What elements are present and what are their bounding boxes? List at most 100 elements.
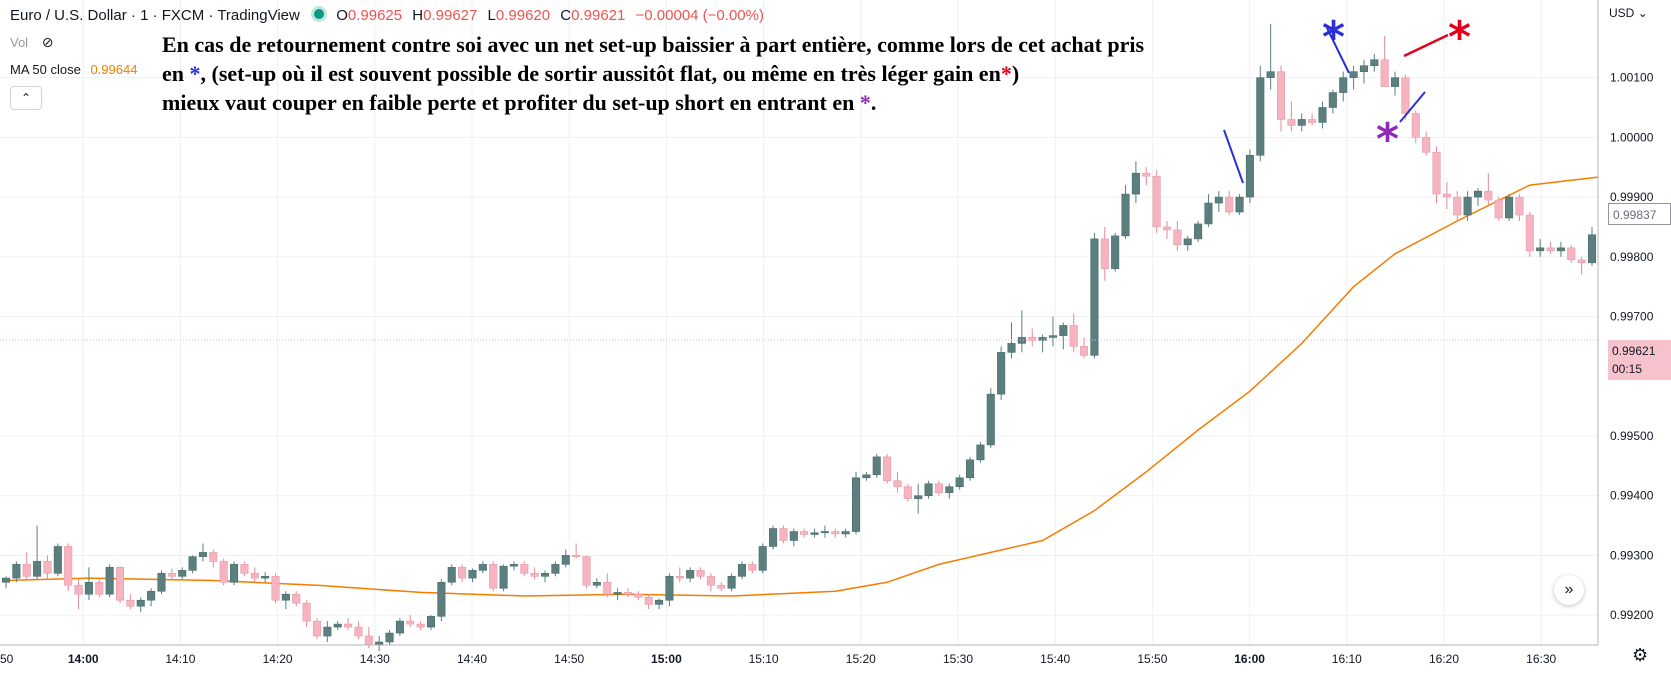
candle-body	[810, 532, 819, 535]
close-label: C	[560, 7, 572, 24]
volume-label: Vol	[10, 35, 29, 50]
candle	[95, 579, 104, 598]
candle	[1276, 65, 1286, 132]
exchange: FXCM	[161, 7, 205, 24]
candle-body	[1048, 335, 1057, 338]
candle-body	[1142, 172, 1151, 177]
candle	[385, 630, 394, 645]
countdown: 00:15	[1612, 362, 1643, 376]
x-tick-label: 50	[0, 652, 14, 666]
candle	[541, 570, 550, 583]
candle-body	[686, 570, 695, 579]
candle-body	[406, 620, 415, 625]
candle-body	[1131, 172, 1140, 195]
candle	[997, 346, 1006, 401]
user-drawings: * * *	[1223, 12, 1471, 184]
candle	[955, 474, 964, 490]
candle	[1162, 220, 1172, 239]
candle-body	[281, 593, 290, 601]
candle-body	[561, 555, 570, 565]
candle	[43, 555, 52, 580]
eye-hidden-icon[interactable]: ⊘	[41, 34, 54, 50]
chart-settings-button[interactable]: ⚙	[1632, 645, 1648, 666]
candle	[406, 615, 415, 628]
candle	[976, 441, 985, 463]
candle-body	[22, 564, 31, 577]
candle	[1349, 65, 1358, 90]
candle	[1515, 194, 1524, 221]
candle	[1318, 101, 1327, 129]
currency-selector[interactable]: USD ⌄	[1609, 6, 1648, 20]
candle-body	[1401, 77, 1410, 114]
grid	[0, 0, 1598, 645]
candle-body	[831, 531, 840, 535]
candle-body	[634, 593, 643, 598]
y-tick-label: 0.99800	[1610, 250, 1654, 264]
candle-body	[603, 581, 612, 595]
candle	[800, 528, 809, 538]
x-tick-label: 16:30	[1526, 652, 1556, 666]
ma-line	[5, 184, 1531, 597]
candle-body	[385, 632, 394, 643]
candle-body	[1515, 196, 1524, 216]
candle-body	[1204, 202, 1213, 225]
time-axis[interactable]: 50 14:00 14:10 14:20 14:30 14:40 14:50 15:00 15:…	[0, 652, 1557, 666]
candle	[551, 561, 560, 577]
candle	[572, 543, 581, 559]
candle-body	[737, 564, 747, 577]
candle	[209, 549, 218, 568]
volume-legend[interactable]: Vol ⊘	[10, 34, 53, 51]
candle	[281, 591, 290, 610]
candle	[1069, 313, 1078, 353]
candle-body	[126, 599, 135, 607]
candle	[1194, 220, 1203, 242]
candle	[468, 568, 477, 583]
candle	[416, 621, 425, 631]
price-axis[interactable]: 1.00100 1.00000 0.99900 0.99800 0.99700 0.995…	[1610, 71, 1654, 623]
candle	[1401, 74, 1410, 120]
collapse-legend-button[interactable]: ⌃	[10, 86, 42, 110]
candle	[323, 621, 332, 643]
candle-body	[789, 531, 798, 541]
candle-body	[1225, 196, 1234, 213]
candle	[831, 528, 840, 538]
candle	[737, 561, 747, 580]
currency-label: USD	[1609, 6, 1635, 20]
candle	[1473, 188, 1483, 207]
candle-body	[1536, 247, 1545, 252]
candle-body	[800, 531, 809, 535]
crosshair-price-tag: 0.99837	[1608, 203, 1671, 225]
candle	[561, 549, 570, 568]
scroll-to-realtime-button[interactable]: »	[1554, 575, 1584, 605]
candle	[634, 591, 643, 601]
candle	[126, 594, 135, 610]
candle-body	[261, 576, 270, 579]
candle	[12, 561, 21, 583]
candle	[582, 555, 591, 589]
candle	[1059, 322, 1068, 350]
symbol-legend[interactable]: Euro / U.S. Dollar · 1 · FXCM · TradingV…	[10, 7, 764, 24]
candle-body	[509, 564, 518, 567]
candle	[230, 561, 239, 586]
candle	[1391, 71, 1400, 96]
x-tick-label: 15:10	[749, 652, 779, 666]
candle-body	[1297, 119, 1306, 126]
annotation-line-3-b: .	[870, 90, 877, 115]
candle-body	[541, 573, 550, 577]
candle	[302, 600, 311, 628]
candle-body	[354, 626, 363, 637]
candle-body	[333, 623, 342, 628]
candle-body	[976, 444, 985, 461]
annotation-text: En cas de retournement contre soi avec u…	[162, 30, 1144, 117]
symbol-name[interactable]: Euro / U.S. Dollar	[10, 7, 127, 24]
candle	[53, 543, 62, 577]
candle-body	[655, 599, 664, 605]
ma-value: 0.99644	[90, 62, 138, 77]
candle	[644, 594, 653, 610]
ma-legend[interactable]: MA 50 close 0.99644	[10, 62, 137, 77]
chevron-down-icon: ⌄	[1637, 6, 1648, 20]
candle-body	[1152, 175, 1161, 228]
candle-body	[157, 573, 166, 592]
interval[interactable]: 1	[140, 7, 149, 24]
